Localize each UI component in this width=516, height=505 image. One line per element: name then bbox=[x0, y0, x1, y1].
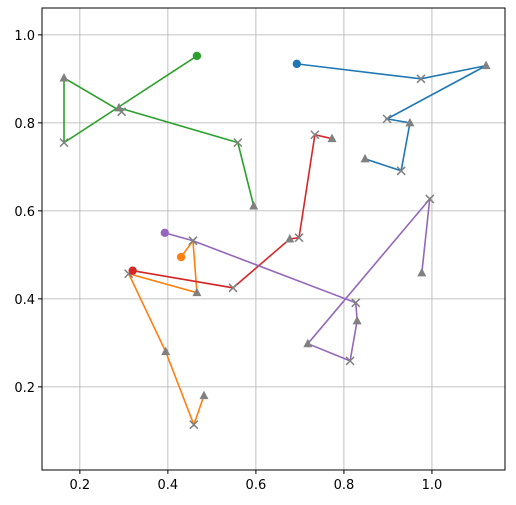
x-marker bbox=[189, 420, 199, 430]
x-marker bbox=[233, 138, 243, 148]
start-marker bbox=[160, 228, 169, 238]
triangle-marker bbox=[249, 201, 259, 210]
triangle-marker bbox=[303, 338, 313, 348]
triangle-marker bbox=[405, 117, 415, 127]
x-marker bbox=[188, 236, 198, 246]
start-marker bbox=[176, 252, 186, 262]
triangle-marker bbox=[481, 60, 491, 70]
x-tick-label: 0.8 bbox=[334, 478, 355, 493]
x-tick-label: 0.4 bbox=[158, 478, 179, 493]
x-marker bbox=[416, 74, 426, 84]
plot-area bbox=[42, 8, 505, 470]
triangle-marker bbox=[360, 153, 370, 163]
start-marker bbox=[128, 266, 137, 275]
x-marker bbox=[425, 194, 435, 204]
start-marker bbox=[292, 59, 302, 69]
x-tick-label: 0.6 bbox=[246, 478, 267, 493]
series-line bbox=[164, 196, 431, 362]
x-marker bbox=[228, 283, 238, 293]
x-marker bbox=[59, 138, 69, 148]
x-marker bbox=[396, 166, 406, 176]
triangle-marker bbox=[161, 346, 171, 356]
triangle-marker bbox=[285, 234, 295, 243]
series-line bbox=[132, 133, 333, 289]
triangle-marker bbox=[59, 72, 69, 82]
triangle-marker bbox=[417, 267, 427, 277]
triangle-marker bbox=[192, 287, 202, 297]
x-marker bbox=[345, 356, 355, 366]
triangle-marker bbox=[352, 315, 362, 325]
y-tick-label: 0.2 bbox=[14, 381, 35, 396]
x-marker bbox=[310, 130, 320, 140]
triangle-marker bbox=[327, 133, 337, 143]
x-tick-label: 1.0 bbox=[422, 478, 443, 493]
triangle-marker bbox=[114, 102, 124, 112]
x-tick-label: 0.2 bbox=[70, 478, 91, 493]
triangle-marker bbox=[199, 390, 209, 400]
y-tick-label: 0.4 bbox=[14, 293, 35, 308]
x-marker bbox=[294, 233, 304, 243]
y-tick-label: 1.0 bbox=[14, 29, 35, 44]
y-tick-label: 0.6 bbox=[14, 205, 35, 220]
axes-frame bbox=[41, 7, 506, 471]
x-marker bbox=[351, 298, 361, 308]
start-marker bbox=[192, 51, 202, 61]
x-marker bbox=[382, 114, 392, 124]
y-tick-label: 0.8 bbox=[14, 117, 35, 132]
